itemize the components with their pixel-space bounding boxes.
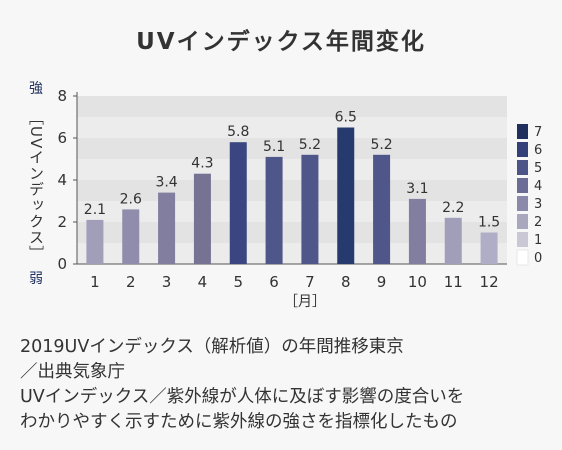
legend-swatch — [517, 124, 528, 139]
legend-label: 4 — [534, 179, 542, 194]
caption: 2019UVインデックス（解析値）の年間推移東京 ／出典気象庁 UVインデックス… — [20, 335, 550, 435]
bar-month-1 — [86, 219, 104, 264]
grid-band — [77, 96, 507, 117]
y-tick-label: 8 — [57, 87, 67, 105]
legend-label: 2 — [534, 215, 542, 230]
caption-line-3: UVインデックス／紫外線が人体に及ぼす影響の度合いを — [20, 387, 465, 407]
grid-band — [77, 180, 507, 201]
bar-month-9 — [373, 154, 391, 264]
bar-month-3 — [158, 192, 176, 264]
x-tick-label: 5 — [233, 273, 243, 291]
legend-swatch — [517, 160, 528, 175]
legend-swatch — [517, 214, 528, 229]
grid-band — [77, 138, 507, 159]
legend-label: 0 — [534, 251, 542, 266]
grid-band — [77, 222, 507, 243]
x-tick-label: 3 — [162, 273, 172, 291]
bar-value-label: 2.6 — [120, 191, 142, 207]
y-strong-label: 強 — [29, 81, 43, 97]
bar-month-12 — [480, 232, 498, 264]
y-tick-label: 0 — [57, 255, 67, 273]
legend-label: 3 — [534, 197, 542, 212]
y-weak-label: 弱 — [29, 271, 43, 287]
y-axis-label: ［UVインデックス］ — [27, 110, 45, 261]
grid-band — [77, 159, 507, 180]
x-tick-label: 10 — [408, 273, 427, 291]
y-axis-title-group: 強 弱 ［UVインデックス］ — [27, 81, 45, 287]
bar-value-label: 4.3 — [191, 156, 213, 172]
legend-label: 5 — [534, 161, 542, 176]
bar-month-8 — [337, 127, 355, 264]
bar-value-label: 2.2 — [442, 200, 464, 216]
bar-month-5 — [229, 142, 247, 264]
legend-swatch — [516, 249, 529, 266]
legend-swatch — [517, 232, 528, 247]
bar-month-10 — [408, 198, 426, 264]
grid-band — [77, 117, 507, 138]
bar-value-label: 6.5 — [335, 110, 357, 126]
legend-swatch — [517, 178, 528, 193]
legend-swatch — [517, 142, 528, 157]
caption-line-1: 2019UVインデックス（解析値）の年間推移東京 — [20, 337, 404, 357]
bar-month-2 — [122, 209, 140, 264]
chart-title: UVインデックス年間変化 — [136, 29, 426, 55]
bar-value-label: 5.2 — [299, 137, 321, 153]
x-tick-label: 7 — [305, 273, 315, 291]
x-tick-label: 9 — [377, 273, 387, 291]
uv-bar-chart: 強 弱 ［UVインデックス］ 0 2 4 6 8 2.1 1 2.6 2 3.4 3 4.3 4 5.8… — [27, 81, 542, 310]
legend-swatch — [517, 196, 528, 211]
bar-month-6 — [265, 156, 283, 264]
y-tick-label: 2 — [57, 213, 67, 231]
bar-month-7 — [301, 154, 319, 264]
x-tick-label: 11 — [444, 273, 463, 291]
x-axis-label: ［月］ — [284, 294, 326, 310]
bar-value-label: 5.1 — [263, 139, 285, 155]
grid-band — [77, 243, 507, 264]
x-tick-label: 4 — [198, 273, 208, 291]
x-tick-label: 6 — [269, 273, 279, 291]
y-tick-label: 4 — [57, 171, 67, 189]
bar-value-label: 2.1 — [84, 202, 106, 218]
bar-value-label: 5.8 — [227, 124, 249, 140]
x-tick-label: 2 — [126, 273, 136, 291]
bar-value-label: 1.5 — [478, 215, 500, 231]
x-tick-label: 8 — [341, 273, 351, 291]
bar-month-4 — [193, 173, 211, 264]
bar-value-label: 3.4 — [155, 175, 177, 191]
bar-value-label: 5.2 — [370, 137, 392, 153]
caption-line-4: わかりやすく示すために紫外線の強さを指標化したもの — [20, 412, 458, 432]
grid-band — [77, 201, 507, 222]
caption-line-2: ／出典気象庁 — [20, 362, 125, 382]
legend-label: 6 — [534, 143, 542, 158]
legend-label: 7 — [534, 125, 542, 140]
y-tick-label: 6 — [57, 129, 67, 147]
x-tick-label: 1 — [90, 273, 100, 291]
legend-label: 1 — [534, 233, 542, 248]
x-tick-label: 12 — [480, 273, 499, 291]
bar-value-label: 3.1 — [406, 181, 428, 197]
bar-month-11 — [444, 217, 462, 264]
